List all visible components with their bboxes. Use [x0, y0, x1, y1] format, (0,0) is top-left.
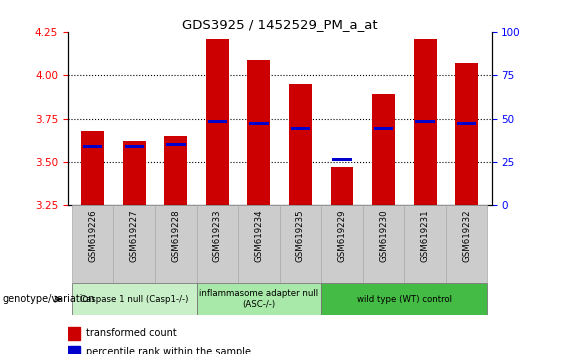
- Bar: [291, 127, 310, 130]
- Bar: [68, 327, 80, 340]
- Bar: [208, 120, 227, 123]
- Bar: [331, 167, 354, 205]
- Bar: [123, 141, 146, 205]
- Bar: [83, 145, 102, 148]
- Bar: [457, 122, 476, 125]
- Text: GSM619226: GSM619226: [88, 209, 97, 262]
- Bar: [289, 84, 312, 205]
- Bar: [72, 283, 197, 315]
- Text: inflammasome adapter null
(ASC-/-): inflammasome adapter null (ASC-/-): [199, 290, 319, 309]
- Title: GDS3925 / 1452529_PM_a_at: GDS3925 / 1452529_PM_a_at: [182, 18, 377, 31]
- Bar: [332, 158, 351, 161]
- Bar: [72, 205, 114, 283]
- Bar: [114, 205, 155, 283]
- Bar: [124, 145, 144, 148]
- Bar: [280, 205, 321, 283]
- Text: GSM619228: GSM619228: [171, 209, 180, 262]
- Bar: [155, 205, 197, 283]
- Text: GSM619234: GSM619234: [254, 209, 263, 262]
- Bar: [249, 122, 268, 125]
- Text: GSM619229: GSM619229: [337, 209, 346, 262]
- Text: genotype/variation: genotype/variation: [3, 294, 95, 304]
- Text: transformed count: transformed count: [86, 329, 177, 338]
- Bar: [372, 94, 395, 205]
- Text: GSM619231: GSM619231: [420, 209, 429, 262]
- Bar: [321, 283, 488, 315]
- Bar: [321, 205, 363, 283]
- Bar: [374, 127, 393, 130]
- Bar: [197, 283, 321, 315]
- Text: GSM619233: GSM619233: [213, 209, 222, 262]
- Bar: [405, 205, 446, 283]
- Text: wild type (WT) control: wild type (WT) control: [357, 295, 452, 304]
- Bar: [414, 39, 437, 205]
- Bar: [206, 39, 229, 205]
- Text: GSM619230: GSM619230: [379, 209, 388, 262]
- Bar: [238, 205, 280, 283]
- Bar: [164, 136, 187, 205]
- Bar: [166, 143, 185, 146]
- Bar: [247, 59, 270, 205]
- Text: Caspase 1 null (Casp1-/-): Caspase 1 null (Casp1-/-): [80, 295, 189, 304]
- Bar: [68, 346, 80, 354]
- Bar: [197, 205, 238, 283]
- Text: GSM619232: GSM619232: [462, 209, 471, 262]
- Bar: [455, 63, 478, 205]
- Bar: [363, 205, 405, 283]
- Text: GSM619235: GSM619235: [296, 209, 305, 262]
- Text: GSM619227: GSM619227: [130, 209, 139, 262]
- Bar: [446, 205, 488, 283]
- Bar: [415, 120, 435, 123]
- Text: percentile rank within the sample: percentile rank within the sample: [86, 347, 251, 354]
- Bar: [81, 131, 104, 205]
